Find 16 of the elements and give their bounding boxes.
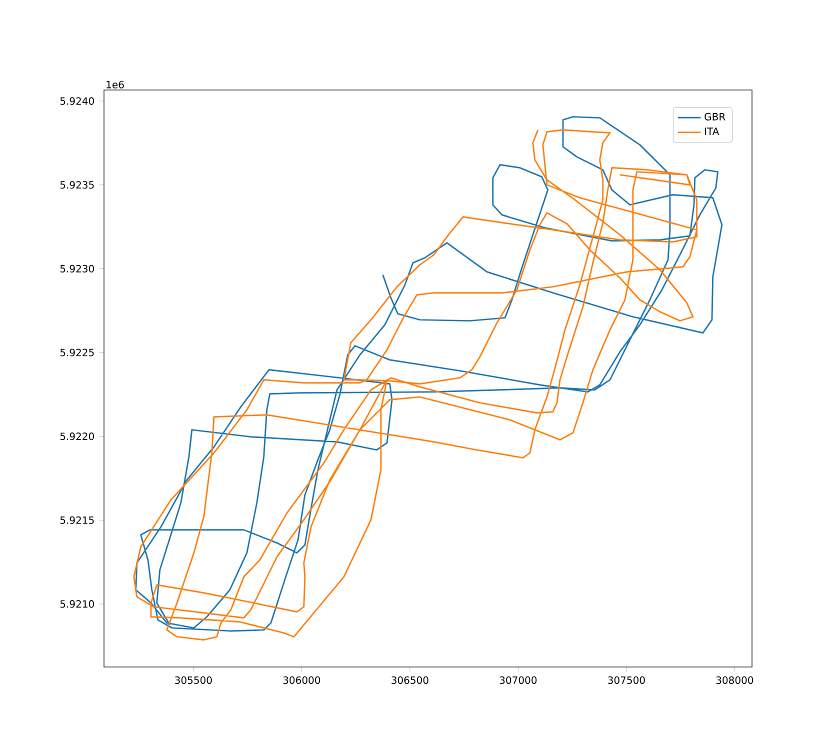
y-tick-label: 5.9215 — [60, 516, 94, 524]
y-tick-label: 5.9210 — [60, 600, 94, 608]
x-tick-label: 306500 — [392, 676, 428, 684]
x-tick-label: 307500 — [608, 676, 645, 684]
y-tick-label: 5.9240 — [60, 97, 94, 105]
y-tick-label: 5.9220 — [60, 432, 94, 440]
x-tick-label: 307000 — [500, 676, 537, 684]
y-tick-label: 5.9235 — [60, 181, 94, 189]
x-tick-label: 305500 — [175, 676, 212, 684]
y-tick-label: 5.9225 — [60, 348, 94, 356]
x-tick-label: 308000 — [716, 676, 754, 684]
legend-label: ITA — [705, 128, 720, 135]
x-tick-label: 306000 — [283, 676, 320, 684]
text: 1e6 — [106, 80, 124, 88]
legend-label: GBR — [704, 112, 726, 120]
y-tick-label: 5.9230 — [60, 264, 94, 272]
